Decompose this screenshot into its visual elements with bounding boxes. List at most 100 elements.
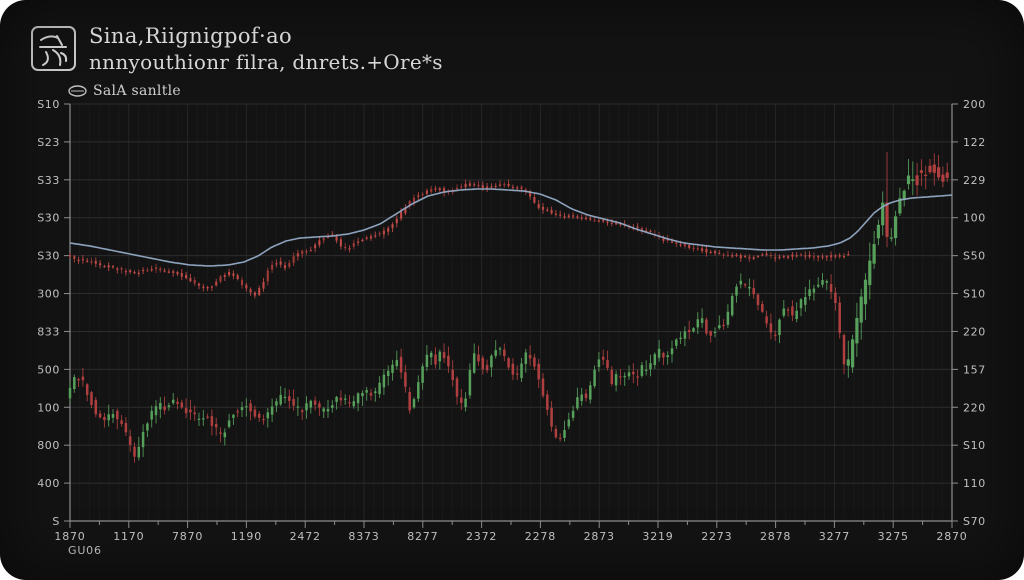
- y-axis-right-label: S50: [963, 250, 986, 263]
- lower-price-candles-body: [378, 382, 381, 395]
- lower-price-candles-body: [735, 286, 738, 296]
- lower-price-candles-body: [524, 352, 528, 364]
- lower-price-candles-body: [98, 413, 102, 418]
- lower-price-candles-body: [610, 369, 614, 385]
- upper-price-candles-body: [838, 255, 841, 257]
- upper-price-candles-body: [81, 259, 84, 261]
- x-axis-label: 2873: [584, 530, 615, 543]
- x-axis-label: 8277: [407, 530, 438, 543]
- lower-price-candles-body: [494, 350, 497, 356]
- upper-price-candles-body: [240, 279, 244, 286]
- upper-price-candles-body: [318, 240, 321, 246]
- lower-price-candles-body: [576, 397, 579, 409]
- lower-price-candles-body: [842, 335, 846, 365]
- lower-price-candles-body: [361, 393, 364, 397]
- lower-price-candles-body: [68, 387, 72, 399]
- lower-price-candles-body: [623, 375, 626, 378]
- upper-price-candles-body: [116, 268, 119, 270]
- lower-price-candles-body: [915, 175, 919, 186]
- upper-price-candles-body: [486, 186, 489, 189]
- upper-price-candles-body: [559, 214, 562, 216]
- lower-price-candles-body: [305, 403, 308, 411]
- upper-price-candles-body: [223, 275, 226, 277]
- lower-price-candles-body: [683, 331, 687, 339]
- lower-price-candles-body: [765, 316, 768, 324]
- upper-price-candles-body: [180, 273, 183, 277]
- lower-price-candles-body: [503, 349, 506, 357]
- y-axis-right-label: 110: [963, 477, 986, 490]
- lower-price-candles-body: [227, 420, 231, 427]
- upper-price-candles-body: [756, 256, 760, 258]
- upper-price-candles-body: [812, 256, 815, 258]
- upper-price-candles-body: [670, 241, 674, 243]
- lower-price-candles-body: [288, 396, 291, 401]
- lower-price-candles-body: [468, 370, 472, 396]
- upper-price-candles-body: [361, 239, 364, 242]
- lower-price-candles-body: [872, 244, 876, 264]
- lower-price-candles-body: [816, 284, 820, 287]
- lower-price-candles-body: [193, 412, 196, 415]
- x-axis-label: 3219: [642, 530, 673, 543]
- upper-price-candles-body: [825, 256, 828, 258]
- lower-price-candles-body: [670, 348, 674, 355]
- lower-price-candles-body: [911, 179, 915, 182]
- upper-price-candles-body: [516, 187, 519, 189]
- lower-price-candles-body: [154, 406, 158, 416]
- upper-price-candles-body: [159, 268, 162, 271]
- lower-price-candles-body: [94, 399, 98, 415]
- upper-price-candles-body: [400, 211, 403, 219]
- upper-price-candles-body: [94, 261, 97, 264]
- lower-price-candles-body: [438, 351, 442, 362]
- x-axis-label: 3275: [878, 530, 909, 543]
- lower-price-candles-body: [417, 382, 420, 399]
- lower-price-candles-body: [421, 366, 424, 383]
- upper-price-candles-body: [782, 256, 785, 258]
- lower-price-candles-body: [331, 405, 334, 408]
- lower-price-candles-body: [451, 369, 454, 381]
- upper-price-candles-body: [443, 188, 446, 193]
- upper-price-candles-body: [348, 248, 351, 250]
- lower-price-candles-body: [348, 402, 351, 404]
- y-axis-left-label: 500: [37, 363, 60, 376]
- lower-price-candles-body: [275, 401, 278, 406]
- lower-price-candles-body: [649, 363, 652, 370]
- lower-price-candles-body: [748, 286, 751, 289]
- lower-price-candles-body: [245, 406, 248, 408]
- lower-price-candles-body: [889, 237, 893, 239]
- lower-price-candles-body: [632, 371, 635, 375]
- lower-price-candles-body: [666, 355, 669, 358]
- upper-price-candles-body: [477, 184, 480, 187]
- lower-price-candles-body: [171, 399, 175, 404]
- lower-price-candles-body: [537, 363, 540, 380]
- lower-price-candles-body: [653, 354, 657, 366]
- upper-price-candles-body: [90, 261, 93, 263]
- upper-price-candles-body: [266, 270, 269, 282]
- upper-price-candles-body: [253, 292, 256, 296]
- upper-price-candles-body: [503, 183, 506, 186]
- lower-price-candles-body: [627, 372, 631, 377]
- upper-price-candles-body: [395, 218, 398, 224]
- lower-price-candles-body: [520, 363, 523, 379]
- upper-price-candles-body: [301, 250, 304, 255]
- x-axis-label: 2278: [525, 530, 556, 543]
- lower-price-candles-body: [90, 392, 93, 405]
- lower-price-candles-body: [679, 337, 682, 340]
- lower-price-candles-body: [838, 302, 841, 333]
- lower-price-candles-body: [709, 331, 712, 336]
- lower-price-candles-body: [386, 370, 390, 377]
- upper-price-candles-body: [744, 255, 747, 258]
- lower-price-candles-body: [795, 310, 798, 320]
- upper-price-candles-body: [189, 277, 192, 282]
- upper-price-candles-body: [283, 265, 287, 269]
- lower-price-candles-body: [270, 406, 274, 415]
- lower-price-candles-body: [159, 402, 162, 410]
- upper-price-candles-body: [374, 235, 377, 237]
- x-axis-label: 1870: [54, 530, 85, 543]
- upper-price-candles-body: [808, 254, 811, 257]
- lower-price-candles-body: [743, 284, 747, 286]
- lower-price-candles-body: [472, 353, 476, 373]
- legend-item[interactable]: SalA sanltle: [68, 83, 181, 99]
- lower-price-candles-body: [932, 164, 936, 173]
- upper-price-candles-body: [799, 254, 803, 256]
